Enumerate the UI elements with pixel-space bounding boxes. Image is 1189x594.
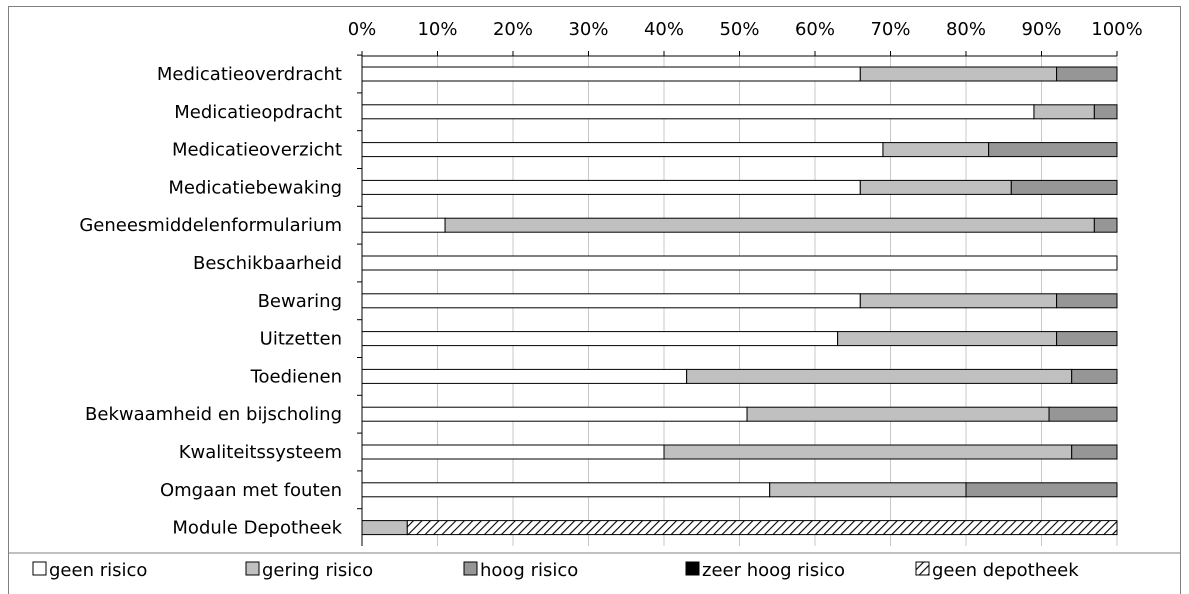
category-label: Uitzetten bbox=[260, 329, 342, 350]
bar-segment bbox=[1071, 368, 1118, 384]
bar-segment bbox=[361, 520, 408, 536]
legend: geen risico gering risico hoog risico zeer … bbox=[8, 552, 1181, 581]
bar-segment bbox=[406, 520, 1118, 536]
axes: 0% 10% 20% 30% 40% 50% 60% 70% 80% 90% 100% Medicat… bbox=[79, 19, 1143, 546]
bar-segment bbox=[686, 368, 1073, 384]
bar-segment bbox=[859, 293, 1058, 309]
legend-label: zeer hoog risico bbox=[702, 560, 845, 581]
x-tick-label: 50% bbox=[719, 19, 759, 40]
legend-swatch bbox=[463, 561, 478, 576]
bar-segment bbox=[1010, 179, 1118, 195]
x-tick-label: 70% bbox=[870, 19, 910, 40]
legend-swatch bbox=[245, 561, 260, 576]
bar-segment bbox=[1048, 406, 1118, 422]
bar-segment bbox=[361, 104, 1035, 120]
category-label: Medicatieoverdracht bbox=[157, 64, 342, 85]
bar-segment bbox=[837, 331, 1058, 347]
category-label: Kwaliteitssysteem bbox=[179, 442, 342, 463]
x-tick-label: 30% bbox=[568, 19, 608, 40]
legend-swatch bbox=[915, 561, 930, 576]
category-label: Bekwaamheid en bijscholing bbox=[85, 404, 342, 425]
bar-segment bbox=[361, 142, 884, 158]
chart-frame bbox=[8, 6, 1181, 594]
bar-segment bbox=[1033, 104, 1095, 120]
bar-segment bbox=[444, 217, 1095, 233]
x-tick-label: 60% bbox=[795, 19, 835, 40]
category-label: Module Depotheek bbox=[172, 518, 342, 539]
x-tick-label: 100% bbox=[1091, 19, 1142, 40]
x-tick-label: 10% bbox=[417, 19, 457, 40]
bar-segment bbox=[361, 179, 861, 195]
bars bbox=[361, 66, 1118, 536]
bar-segment bbox=[746, 406, 1050, 422]
bar-segment bbox=[361, 444, 665, 460]
x-tick-label: 20% bbox=[493, 19, 533, 40]
bar-segment bbox=[988, 142, 1118, 158]
bar-segment bbox=[1093, 217, 1118, 233]
category-label: Medicatieoverzicht bbox=[172, 140, 342, 161]
legend-swatch bbox=[32, 561, 47, 576]
legend-label: hoog risico bbox=[480, 560, 578, 581]
bar-segment bbox=[361, 482, 771, 498]
category-label: Medicatiebewaking bbox=[168, 177, 342, 198]
bar-segment bbox=[1056, 293, 1118, 309]
legend-label: geen depotheek bbox=[932, 560, 1079, 581]
category-label: Toedienen bbox=[250, 366, 342, 387]
bar-segment bbox=[361, 293, 861, 309]
category-label: Bewaring bbox=[258, 291, 342, 312]
legend-label: gering risico bbox=[262, 560, 373, 581]
bar-segment bbox=[1093, 104, 1118, 120]
bar-segment bbox=[361, 368, 688, 384]
legend-swatch bbox=[685, 561, 700, 576]
category-label: Geneesmiddelenformularium bbox=[79, 215, 342, 236]
bar-segment bbox=[769, 482, 967, 498]
bar-segment bbox=[1071, 444, 1118, 460]
legend-label: geen risico bbox=[49, 560, 147, 581]
bar-segment bbox=[361, 331, 839, 347]
x-tick-label: 80% bbox=[946, 19, 986, 40]
bar-segment bbox=[882, 142, 990, 158]
category-label: Omgaan met fouten bbox=[160, 480, 342, 501]
bar-segment bbox=[859, 66, 1058, 82]
x-tick-label: 90% bbox=[1021, 19, 1061, 40]
bar-segment bbox=[965, 482, 1118, 498]
bar-segment bbox=[663, 444, 1073, 460]
category-label: Medicatieopdracht bbox=[174, 102, 342, 123]
bar-segment bbox=[361, 217, 446, 233]
bar-segment bbox=[361, 406, 748, 422]
bar-segment bbox=[859, 179, 1012, 195]
x-tick-label: 40% bbox=[644, 19, 684, 40]
category-label: Beschikbaarheid bbox=[193, 253, 342, 274]
bar-segment bbox=[361, 66, 861, 82]
bar-segment bbox=[1056, 331, 1118, 347]
bar-segment bbox=[1056, 66, 1118, 82]
bar-segment bbox=[361, 255, 1118, 271]
x-tick-label: 0% bbox=[348, 19, 377, 40]
